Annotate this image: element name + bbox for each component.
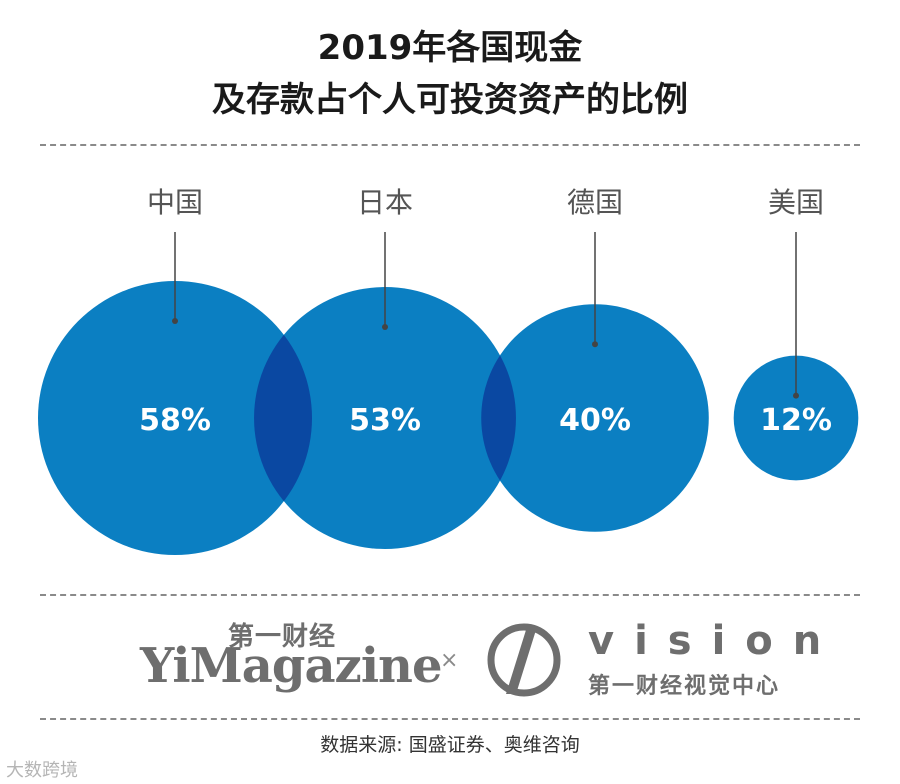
chart-title-line2: 及存款占个人可投资资产的比例: [212, 80, 688, 120]
pointer-dot-china: [172, 318, 178, 324]
collab-cross: ×: [440, 648, 459, 673]
value-label-china: 58%: [139, 403, 211, 438]
value-label-usa: 12%: [760, 403, 832, 438]
bottom-divider: [40, 718, 860, 720]
bubble-germany: [481, 304, 709, 532]
chart-title-line1: 2019年各国现金: [317, 28, 583, 68]
bubble-usa: [733, 355, 859, 481]
pointer-dot-germany: [592, 341, 598, 348]
vision-word: vision: [588, 618, 842, 664]
vision-cn-label: 第一财经视觉中心: [588, 674, 781, 699]
category-label-japan: 日本: [357, 186, 413, 219]
bubble-japan: [254, 287, 516, 549]
data-source: 数据来源: 国盛证券、奥维咨询: [320, 734, 580, 756]
category-label-china: 中国: [147, 186, 203, 219]
middle-divider: [40, 594, 860, 596]
pointer-dot-japan: [382, 324, 388, 331]
watermark: 大数跨境: [6, 760, 78, 781]
yimagazine-logo-text: YiMagazine: [140, 638, 442, 694]
vision-logo-icon: [487, 623, 561, 697]
category-label-germany: 德国: [567, 186, 623, 219]
pointer-dot-usa: [793, 392, 799, 399]
top-divider: [40, 144, 860, 146]
yimagazine-cn-label: 第一财经: [228, 622, 337, 652]
bubble-china: [38, 281, 312, 555]
value-label-germany: 40%: [559, 403, 631, 438]
value-label-japan: 53%: [349, 403, 421, 438]
bubble-chart: 中国 58% 日本 53% 德国 40% 美国 12%: [38, 186, 859, 555]
category-label-usa: 美国: [768, 186, 824, 219]
